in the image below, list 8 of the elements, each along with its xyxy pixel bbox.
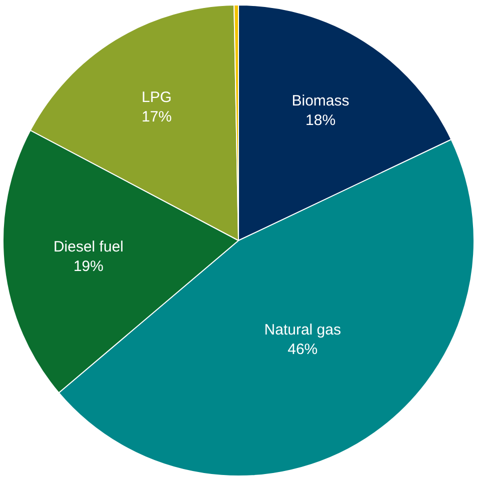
slice-label: Natural gas [264,322,341,339]
data-label: 18% [306,112,336,130]
slice-label: LPG [142,89,172,106]
slice-label: Diesel fuel [53,238,124,256]
slice-label: Biomass [292,92,350,110]
data-label: 17% [142,108,172,126]
data-label: 46% [288,341,318,358]
data-label: 19% [73,258,104,276]
